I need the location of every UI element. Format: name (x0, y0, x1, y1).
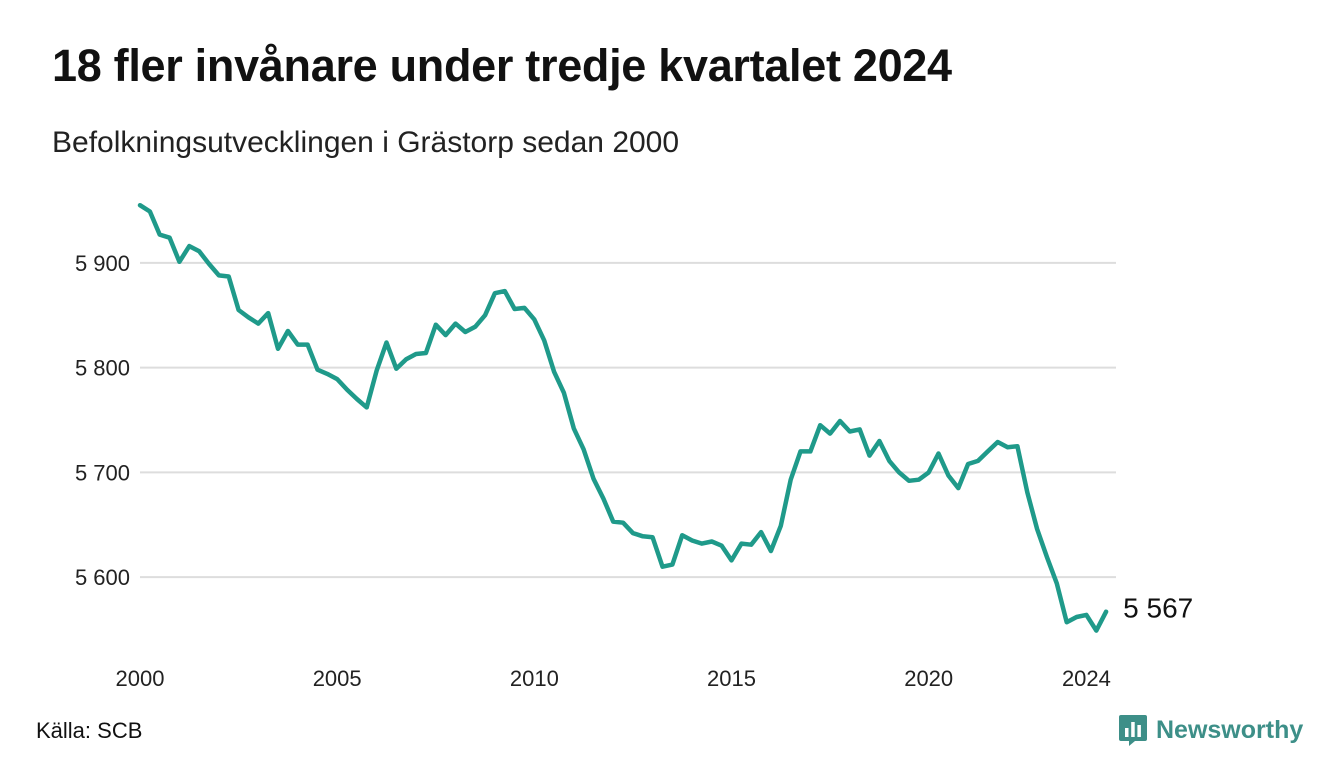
y-tick-label: 5 900 (75, 251, 130, 276)
x-tick-label: 2000 (116, 666, 165, 691)
x-axis-ticks: 2000 2005 2010 2015 2020 2024 (116, 666, 1111, 691)
x-tick-label: 2010 (510, 666, 559, 691)
x-tick-label: 2015 (707, 666, 756, 691)
brand-logo[interactable]: Newsworthy (1118, 712, 1303, 748)
x-tick-label: 2024 (1062, 666, 1111, 691)
bar-chart-icon (1119, 715, 1147, 746)
y-tick-label: 5 600 (75, 565, 130, 590)
y-axis-ticks: 5 600 5 700 5 800 5 900 (75, 251, 130, 590)
source-note: Källa: SCB (36, 718, 143, 743)
brand-name: Newsworthy (1156, 715, 1304, 744)
series-group: 5 567 (137, 202, 1193, 633)
gridlines (140, 261, 1116, 579)
chart-title: 18 fler invånare under tredje kvartalet … (52, 40, 952, 91)
population-line (137, 202, 1109, 633)
last-value-label: 5 567 (1123, 593, 1193, 624)
x-tick-label: 2020 (904, 666, 953, 691)
x-tick-label: 2005 (313, 666, 362, 691)
y-tick-label: 5 800 (75, 356, 130, 381)
y-tick-label: 5 700 (75, 460, 130, 485)
chart-subtitle: Befolkningsutvecklingen i Grästorp sedan… (52, 126, 680, 159)
